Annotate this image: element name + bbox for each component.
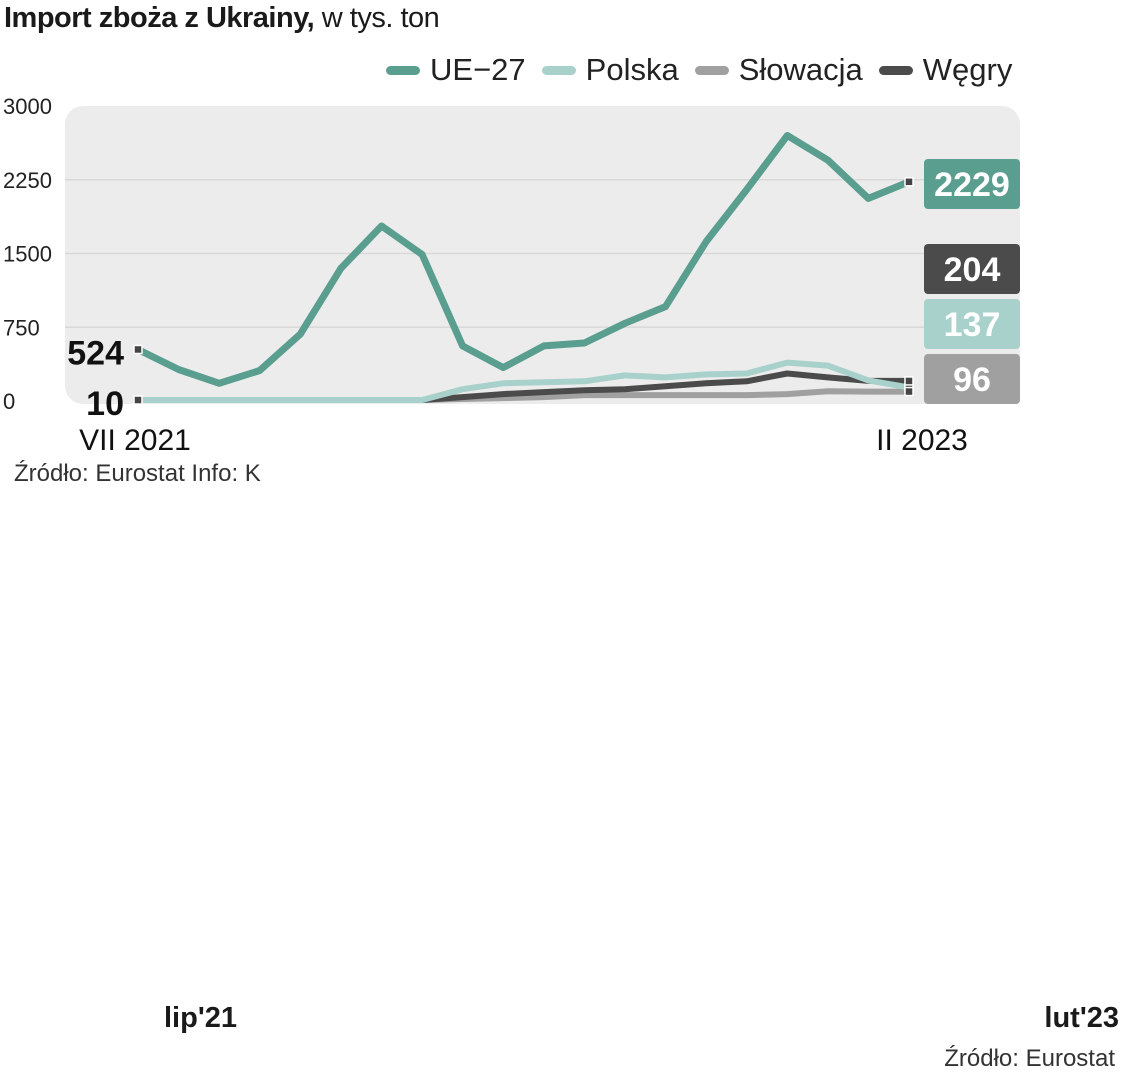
end-value-box xyxy=(924,354,1020,404)
title-unit: w tys. ton xyxy=(314,2,440,34)
plot-background xyxy=(65,106,1020,404)
y-tick-label: 3000 xyxy=(3,94,52,119)
legend-swatch xyxy=(386,65,420,75)
series-line-ue27 xyxy=(134,132,913,387)
source-note: Źródło: Eurostat Info: K xyxy=(14,460,261,487)
y-tick-label: 0 xyxy=(3,389,15,414)
end-value-box xyxy=(924,244,1020,294)
end-value-label: 137 xyxy=(944,306,1001,344)
y-tick-label: 2250 xyxy=(3,168,52,193)
legend-swatch xyxy=(541,65,576,75)
x-tick-label: VII 2021 xyxy=(79,424,191,457)
legend-label: UE−27 xyxy=(430,52,526,87)
end-value-box xyxy=(924,299,1020,349)
legend-swatch xyxy=(878,65,913,75)
end-marker xyxy=(904,376,914,386)
start-value-label: 524 xyxy=(67,334,124,372)
end-value-label: 96 xyxy=(953,361,991,399)
start-value-label: 10 xyxy=(86,385,124,423)
y-tick-label: 750 xyxy=(3,315,40,340)
legend-label: Węgry xyxy=(922,52,1013,87)
end-value-box xyxy=(924,159,1020,209)
end-marker xyxy=(904,386,914,397)
legend-item: UE−27 xyxy=(386,52,526,88)
end-value-label: 2229 xyxy=(934,166,1010,204)
legend-swatch xyxy=(694,65,729,75)
legend: UE−27 Polska Słowacja Węgry xyxy=(386,50,1028,90)
legend-item: Polska xyxy=(541,52,679,88)
footer-start-label: lip'21 xyxy=(164,1002,237,1034)
chart-title: Import zboża z Ukrainy, w tys. ton xyxy=(4,2,440,35)
start-marker xyxy=(133,344,143,355)
end-value-label: 204 xyxy=(944,251,1001,289)
footer-source: Źródło: Eurostat xyxy=(944,1045,1115,1072)
series-line-polska xyxy=(135,359,912,403)
start-marker xyxy=(133,395,143,405)
x-tick-label: II 2023 xyxy=(876,424,968,457)
y-tick-label: 1500 xyxy=(3,242,52,267)
legend-item: Węgry xyxy=(878,52,1013,88)
legend-label: Słowacja xyxy=(738,52,863,87)
legend-label: Polska xyxy=(585,52,679,87)
end-marker xyxy=(904,177,914,187)
title-main: Import zboża z Ukrainy, xyxy=(4,2,315,34)
footer-end-label: lut'23 xyxy=(1044,1002,1119,1034)
legend-item: Słowacja xyxy=(694,52,863,88)
line-chart: 0 750 1500 2250 3000 524 10 2229 204 137 96 VII 202… xyxy=(3,94,1020,457)
